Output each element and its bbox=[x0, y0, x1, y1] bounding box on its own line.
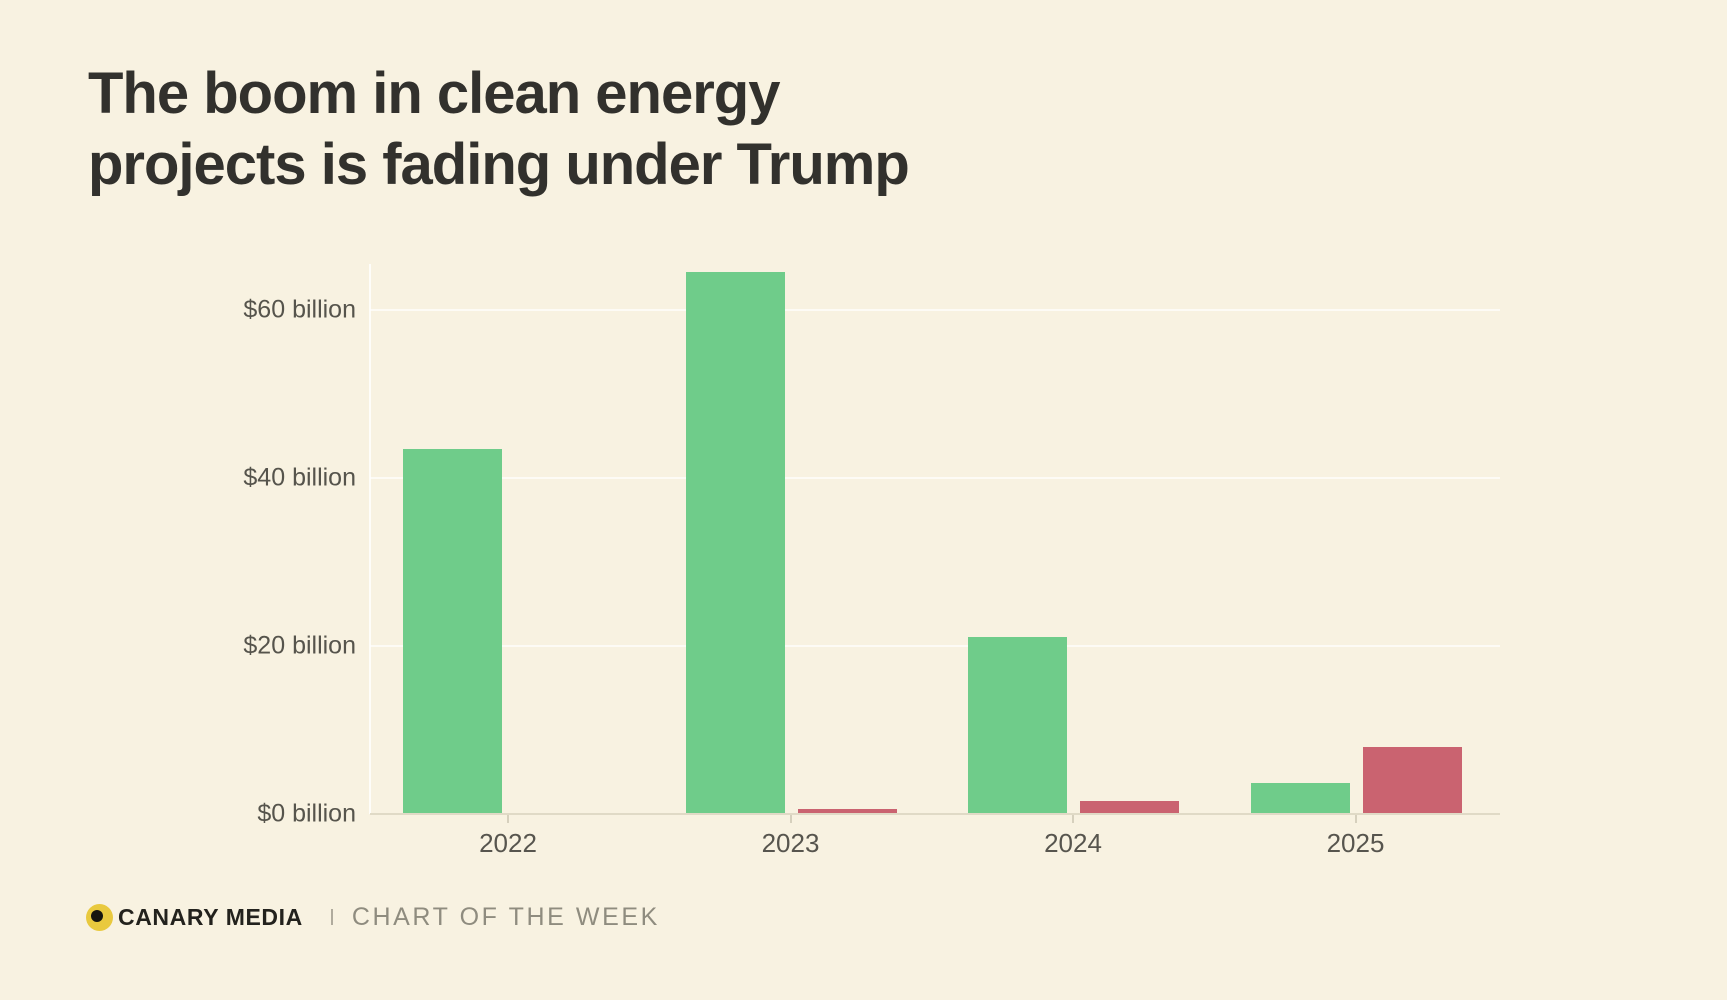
bar-2023-green bbox=[685, 272, 785, 814]
bar-2024-red bbox=[1080, 801, 1179, 814]
y-axis-label-20: $20 billion bbox=[243, 631, 356, 660]
canary-logo-dot-icon bbox=[91, 909, 103, 922]
gridline-20 bbox=[370, 645, 1500, 647]
series-label: CHART OF THE WEEK bbox=[351, 902, 660, 931]
gridline-60 bbox=[370, 309, 1500, 311]
y-axis-label-40: $40 billion bbox=[243, 463, 356, 492]
y-axis-line bbox=[369, 264, 371, 814]
x-axis-tick-2025 bbox=[1354, 814, 1357, 823]
footer: CANARY MEDIA CHART OF THE WEEK bbox=[86, 902, 660, 932]
x-axis-label-2022: 2022 bbox=[479, 828, 537, 858]
bar-2024-green bbox=[968, 637, 1067, 814]
gridline-0 bbox=[370, 813, 1500, 815]
canary-media-logo-icon bbox=[86, 903, 113, 931]
gridline-40 bbox=[370, 477, 1500, 479]
x-axis-tick-2022 bbox=[507, 814, 509, 823]
y-axis-label-0: $0 billion bbox=[257, 799, 356, 828]
chart-title-line1: The boom in clean energy bbox=[88, 61, 780, 126]
x-axis-tick-2024 bbox=[1072, 814, 1074, 823]
y-axis-label-60: $60 billion bbox=[243, 295, 356, 324]
footer-divider bbox=[330, 909, 333, 925]
bar-2025-green bbox=[1250, 783, 1350, 814]
x-axis-label-2023: 2023 bbox=[761, 828, 820, 858]
chart-title-line2: projects is fading under Trump bbox=[88, 132, 910, 197]
brand-name: CANARY MEDIA bbox=[118, 903, 303, 930]
chart-title: The boom in clean energy projects is fad… bbox=[88, 58, 910, 200]
plot-area: $0 billion $20 billion $40 billion $60 bill… bbox=[243, 250, 1500, 858]
x-axis-label-2025: 2025 bbox=[1326, 828, 1385, 858]
x-axis-label-2024: 2024 bbox=[1044, 828, 1102, 858]
bar-2023-red bbox=[797, 809, 897, 814]
bar-2022-green bbox=[403, 449, 502, 814]
bar-2025-red bbox=[1362, 747, 1462, 814]
x-axis-tick-2023 bbox=[789, 814, 792, 823]
